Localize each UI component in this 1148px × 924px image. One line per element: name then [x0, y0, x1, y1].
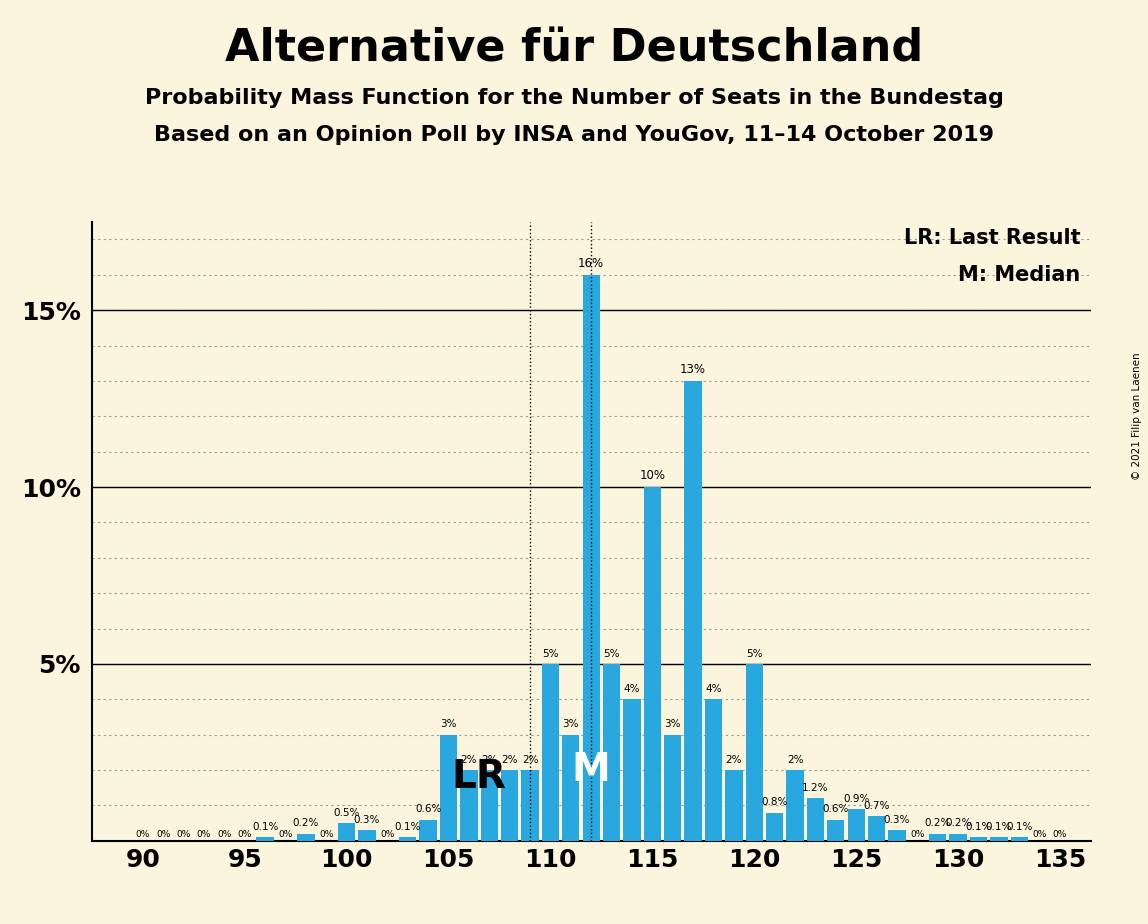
Bar [766, 812, 783, 841]
Text: Based on an Opinion Poll by INSA and YouGov, 11–14 October 2019: Based on an Opinion Poll by INSA and You… [154, 125, 994, 145]
Text: LR: Last Result: LR: Last Result [903, 228, 1080, 248]
Text: 0%: 0% [319, 830, 333, 839]
Text: 0%: 0% [156, 830, 170, 839]
Bar [807, 798, 824, 841]
Text: 5%: 5% [604, 649, 620, 659]
Bar [542, 664, 559, 841]
Bar [828, 820, 845, 841]
Text: 0%: 0% [278, 830, 293, 839]
Text: 0.9%: 0.9% [843, 794, 869, 804]
Text: 2%: 2% [502, 755, 518, 765]
Bar [1010, 837, 1027, 841]
Bar [929, 833, 946, 841]
Text: 0.2%: 0.2% [945, 819, 971, 829]
Text: 0%: 0% [177, 830, 191, 839]
Text: 0.6%: 0.6% [414, 804, 441, 814]
Text: 1.2%: 1.2% [802, 783, 829, 793]
Bar [644, 487, 661, 841]
Bar [297, 833, 315, 841]
Text: 0%: 0% [380, 830, 395, 839]
Bar [338, 823, 355, 841]
Text: M: M [572, 751, 611, 789]
Bar [889, 831, 906, 841]
Text: 10%: 10% [639, 468, 666, 481]
Text: 2%: 2% [522, 755, 538, 765]
Text: 13%: 13% [680, 362, 706, 376]
Bar [358, 831, 375, 841]
Text: Probability Mass Function for the Number of Seats in the Bundestag: Probability Mass Function for the Number… [145, 88, 1003, 108]
Bar [481, 770, 498, 841]
Text: 5%: 5% [542, 649, 559, 659]
Bar [970, 837, 987, 841]
Text: 0.1%: 0.1% [965, 822, 992, 832]
Bar [726, 770, 743, 841]
Text: 3%: 3% [441, 720, 457, 729]
Text: 0.1%: 0.1% [986, 822, 1013, 832]
Bar [582, 274, 600, 841]
Text: 2%: 2% [726, 755, 742, 765]
Bar [603, 664, 620, 841]
Text: 0%: 0% [135, 830, 150, 839]
Bar [949, 833, 967, 841]
Text: 3%: 3% [563, 720, 579, 729]
Text: 2%: 2% [460, 755, 478, 765]
Text: LR: LR [451, 759, 506, 796]
Bar [440, 735, 457, 841]
Bar [705, 699, 722, 841]
Text: M: Median: M: Median [959, 265, 1080, 286]
Bar [786, 770, 804, 841]
Bar [868, 816, 885, 841]
Text: 0.3%: 0.3% [884, 815, 910, 825]
Bar [623, 699, 641, 841]
Text: 0%: 0% [238, 830, 251, 839]
Text: 16%: 16% [579, 257, 604, 270]
Text: 4%: 4% [623, 684, 641, 694]
Bar [460, 770, 478, 841]
Text: © 2021 Filip van Laenen: © 2021 Filip van Laenen [1132, 352, 1142, 480]
Bar [563, 735, 580, 841]
Text: 0%: 0% [217, 830, 232, 839]
Bar [521, 770, 538, 841]
Text: 0.3%: 0.3% [354, 815, 380, 825]
Text: 0.1%: 0.1% [1006, 822, 1032, 832]
Bar [501, 770, 519, 841]
Bar [847, 809, 864, 841]
Text: 0.1%: 0.1% [251, 822, 278, 832]
Bar [991, 837, 1008, 841]
Text: 0.2%: 0.2% [293, 819, 319, 829]
Bar [664, 735, 682, 841]
Bar [256, 837, 273, 841]
Bar [400, 837, 417, 841]
Text: 0%: 0% [196, 830, 211, 839]
Text: 2%: 2% [481, 755, 497, 765]
Text: 0%: 0% [1053, 830, 1068, 839]
Text: 0%: 0% [1032, 830, 1047, 839]
Text: 2%: 2% [786, 755, 804, 765]
Bar [684, 381, 701, 841]
Text: 0.6%: 0.6% [823, 804, 850, 814]
Text: 0.2%: 0.2% [924, 819, 951, 829]
Bar [419, 820, 437, 841]
Text: 0.8%: 0.8% [761, 797, 788, 808]
Text: 4%: 4% [705, 684, 722, 694]
Text: 0.5%: 0.5% [333, 808, 359, 818]
Text: 0.1%: 0.1% [395, 822, 421, 832]
Text: 0%: 0% [910, 830, 924, 839]
Text: 0.7%: 0.7% [863, 801, 890, 810]
Text: 5%: 5% [746, 649, 762, 659]
Text: 3%: 3% [665, 720, 681, 729]
Text: Alternative für Deutschland: Alternative für Deutschland [225, 28, 923, 71]
Bar [745, 664, 763, 841]
